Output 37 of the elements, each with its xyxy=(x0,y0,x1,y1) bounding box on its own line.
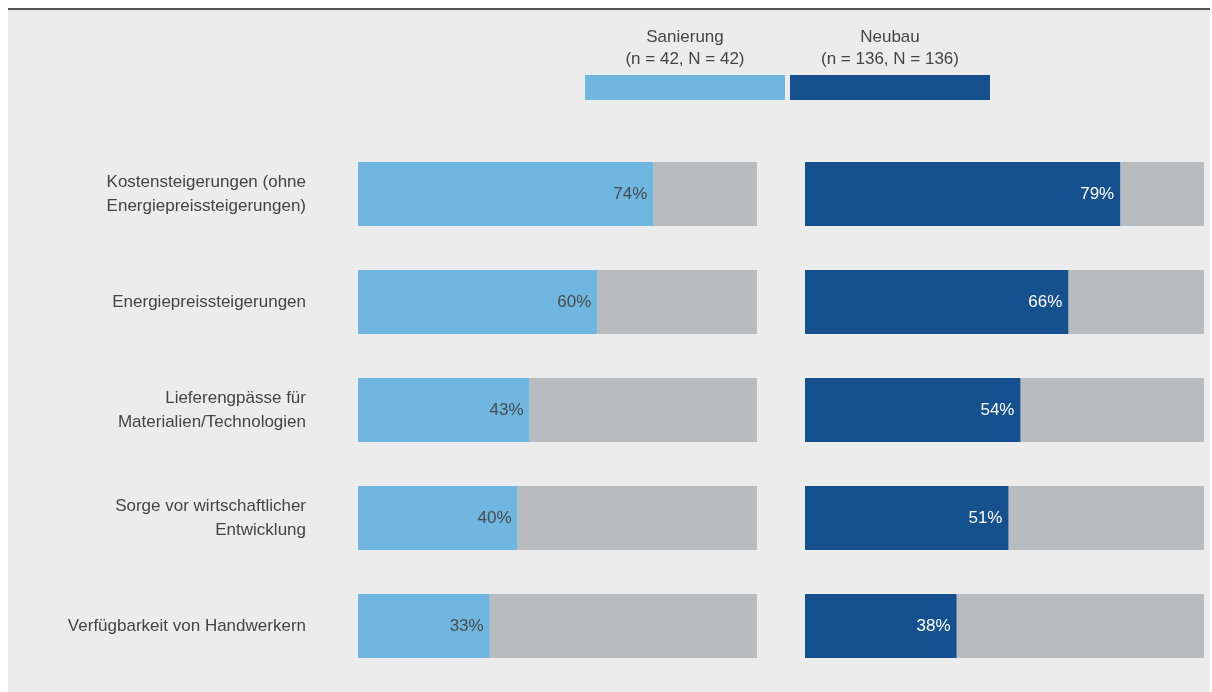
bar xyxy=(489,594,757,658)
data-label: 74% xyxy=(613,183,648,203)
bar xyxy=(805,162,1121,226)
bar xyxy=(358,270,598,334)
bar xyxy=(1068,270,1204,334)
data-label: 79% xyxy=(1080,183,1115,203)
bar xyxy=(358,594,490,658)
data-label: 33% xyxy=(449,615,484,635)
y-tick-label: Sorge vor wirtschaftlicher Entwicklung xyxy=(115,495,307,539)
bar xyxy=(529,378,757,442)
data-label: 54% xyxy=(980,399,1015,419)
text: Neubau (n = 136, N = 136) xyxy=(820,26,960,70)
data-label: 38% xyxy=(916,615,951,635)
y-tick-label: Verfügbarkeit von Handwerkern xyxy=(67,615,306,635)
bar xyxy=(597,270,757,334)
data-label: 43% xyxy=(489,399,524,419)
bar xyxy=(805,486,1009,550)
bar xyxy=(956,594,1204,658)
bar xyxy=(805,594,957,658)
y-tick-label: Kostensteigerungen (ohne Energiepreissteigerungen) xyxy=(106,171,306,215)
bar xyxy=(358,378,530,442)
text: Sanierung (n = 42, N = 42) xyxy=(624,26,746,70)
data-label: 40% xyxy=(477,507,512,527)
bar xyxy=(805,270,1069,334)
bar xyxy=(358,486,518,550)
data-label: 60% xyxy=(557,291,592,311)
bar xyxy=(805,378,1021,442)
bar xyxy=(1020,378,1204,442)
bar xyxy=(1008,486,1204,550)
bar xyxy=(358,162,654,226)
data-label: 51% xyxy=(968,507,1003,527)
bar xyxy=(653,162,757,226)
bar xyxy=(1120,162,1204,226)
y-tick-label: Lieferengpässe für Materialien/Technologien xyxy=(117,387,307,431)
y-tick-label: Energiepreissteigerungen xyxy=(112,291,306,311)
bar xyxy=(517,486,757,550)
data-label: 66% xyxy=(1028,291,1063,311)
